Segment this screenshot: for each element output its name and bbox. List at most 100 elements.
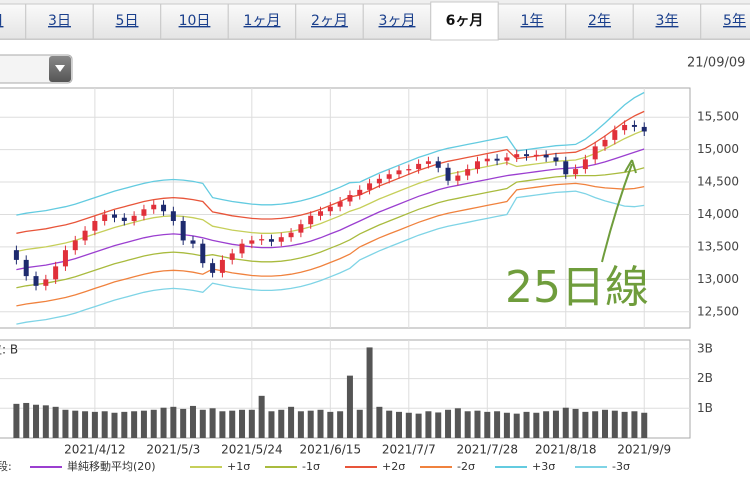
tab-label[interactable]: 2年: [588, 13, 611, 29]
candle-body: [455, 175, 461, 181]
candle-body: [435, 161, 441, 168]
volume-bar: [533, 412, 540, 438]
volume-bar: [52, 406, 59, 438]
volume-bar: [288, 406, 295, 438]
volume-bar: [268, 411, 275, 438]
candle-body: [337, 201, 343, 207]
volume-bar: [131, 411, 138, 438]
tab-label[interactable]: 6ヶ月: [446, 13, 484, 29]
volume-bar: [111, 412, 118, 438]
tab-label[interactable]: 1年: [521, 13, 544, 29]
candle-body: [425, 161, 431, 164]
candle-body: [396, 170, 402, 175]
legend-label: +3σ: [532, 460, 555, 473]
volume-bar: [602, 409, 608, 438]
volume-bar: [562, 407, 569, 438]
volume-bar: [523, 411, 530, 438]
volume-bar: [503, 412, 510, 438]
legend-label: +2σ: [382, 460, 405, 473]
tab[interactable]: [92, 3, 162, 40]
y-tick-label: 13,000: [697, 272, 739, 286]
volume-bar: [631, 411, 638, 438]
tab-label[interactable]: 5日: [116, 13, 139, 29]
candle-body: [53, 266, 59, 280]
candle-body: [121, 217, 127, 221]
candle-body: [131, 215, 137, 221]
tab-label[interactable]: 1日: [0, 13, 3, 29]
candle-body: [72, 240, 78, 251]
volume-bar: [484, 411, 491, 438]
x-tick-label: 2021/4/12: [64, 443, 126, 457]
y-tick-label: 15,000: [697, 142, 739, 156]
candle-body: [494, 158, 500, 161]
plot-area: [0, 87, 691, 329]
volume-bar: [464, 411, 471, 438]
y-tick-label: 2B: [697, 371, 713, 385]
volume-bar: [170, 406, 177, 438]
volume-bar: [42, 405, 49, 438]
volume-bar: [572, 408, 579, 438]
tab-label[interactable]: 2ヶ月: [311, 13, 348, 29]
volume-bar: [415, 413, 422, 438]
volume-bar: [209, 408, 216, 438]
volume-bar: [23, 402, 30, 438]
candle-body: [445, 167, 451, 181]
date-label: 21/09/09: [687, 56, 745, 71]
tab[interactable]: [632, 3, 702, 40]
volume-bar: [13, 403, 20, 438]
tab-label[interactable]: 3日: [48, 13, 71, 29]
tab[interactable]: [700, 3, 750, 40]
volume-bar: [248, 409, 255, 438]
volume-bar: [91, 411, 98, 438]
tab-label[interactable]: 5年: [723, 13, 746, 29]
x-tick-label: 2021/9/9: [617, 443, 671, 457]
tab[interactable]: [25, 3, 94, 40]
candle-body: [141, 209, 147, 216]
volume-bar: [307, 410, 314, 438]
volume-bar: [219, 411, 226, 438]
candle-body: [210, 263, 216, 273]
candle-body: [367, 183, 373, 190]
volume-bar: [435, 412, 442, 438]
candle-body: [533, 154, 539, 157]
candle-body: [62, 250, 68, 267]
volume-bar: [278, 409, 285, 438]
x-tick-label: 2021/7/7: [382, 443, 436, 457]
tab-label[interactable]: 10日: [179, 13, 211, 29]
candle-body: [347, 195, 353, 202]
x-tick-label: 2021/5/24: [221, 443, 283, 457]
legend-label: -2σ: [457, 460, 475, 473]
y-tick-label: 12,500: [697, 304, 739, 318]
y-tick-label: 14,500: [697, 175, 739, 189]
tab[interactable]: [227, 3, 297, 40]
volume-bar: [150, 409, 157, 438]
plots: 12,500 13,000 13,500 14,000 14,500 15,000 15,5…: [0, 87, 739, 473]
candle-body: [278, 237, 284, 242]
band-line: [16, 91, 645, 216]
candle-body: [573, 169, 579, 175]
candle-body: [190, 240, 196, 244]
legend-label: -1σ: [302, 460, 320, 473]
volume-bar: [337, 411, 344, 438]
volume-bar: [297, 411, 304, 438]
candle-body: [582, 159, 588, 170]
tab-label[interactable]: 1ヶ月: [244, 13, 281, 29]
tab[interactable]: [160, 3, 229, 40]
annotation-arrow: [601, 163, 633, 263]
y-tick-label: 1B: [697, 401, 713, 415]
tab[interactable]: [0, 3, 27, 40]
tab-label[interactable]: 3年: [656, 13, 679, 29]
volume-bar: [327, 411, 334, 438]
volume-bar: [366, 347, 373, 438]
y-tick-label: 14,000: [697, 207, 739, 221]
tab[interactable]: [565, 3, 634, 40]
candle-body: [641, 126, 647, 132]
candle-body: [298, 224, 304, 233]
tab-label[interactable]: 3ヶ月: [379, 13, 416, 29]
tabs: 1日 3日 5日 10日 1ヶ月 2ヶ月 3ヶ月 6ヶ月 1年 2年 3年 5年: [0, 1, 750, 41]
candle-body: [82, 230, 88, 241]
candle-body: [524, 154, 530, 157]
candle-body: [13, 250, 19, 260]
tab[interactable]: [362, 3, 432, 40]
volume-bar: [641, 412, 648, 438]
